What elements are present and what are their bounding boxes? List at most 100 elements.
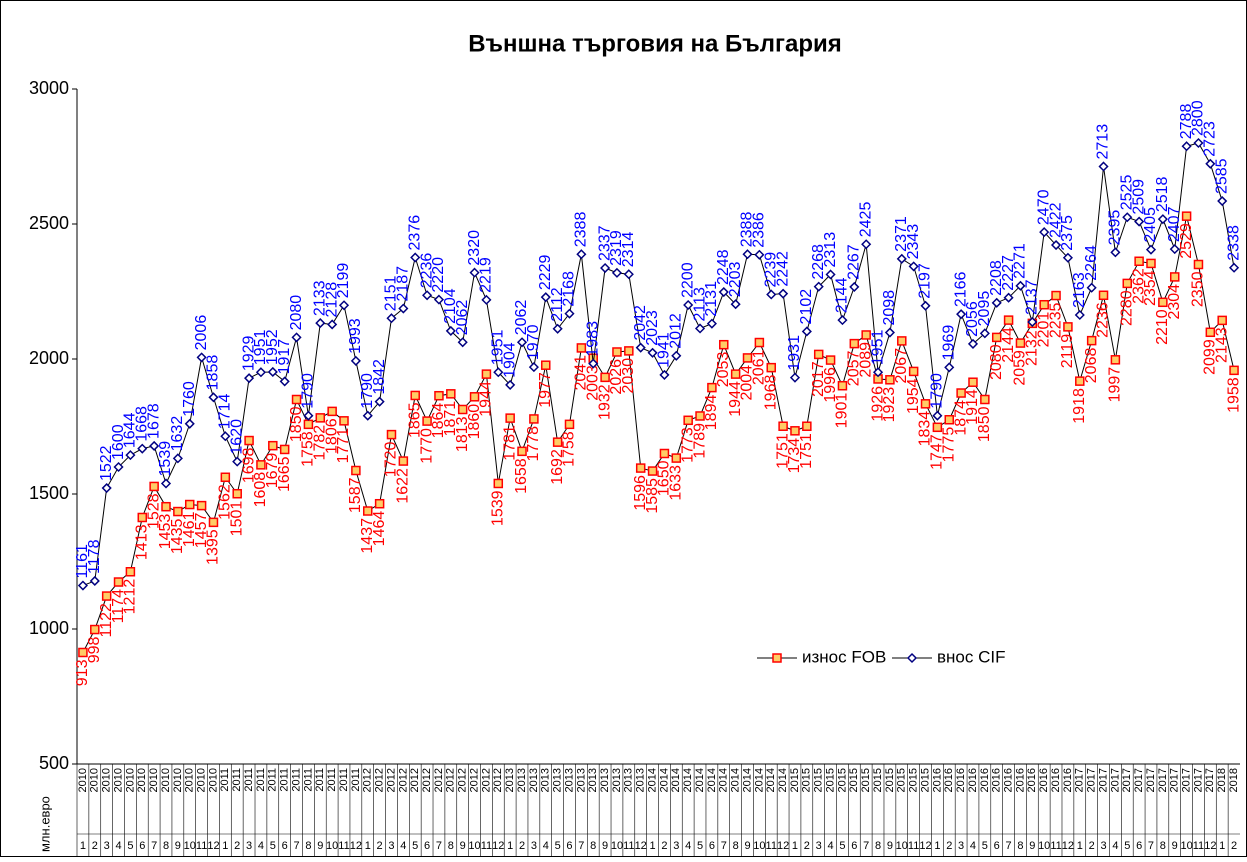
data-label: 1178 bbox=[86, 539, 103, 574]
data-label: 1437 bbox=[359, 518, 376, 554]
x-year-label: 2013 bbox=[599, 768, 611, 792]
x-year-label: 2016 bbox=[931, 768, 943, 792]
x-year-label: 2012 bbox=[480, 768, 492, 792]
point bbox=[184, 418, 195, 429]
point bbox=[208, 392, 219, 403]
x-tick-label: 7 bbox=[721, 840, 727, 852]
point bbox=[1086, 335, 1097, 346]
legend-marker bbox=[772, 653, 782, 663]
x-tick-label: 3 bbox=[958, 840, 964, 852]
data-label: 1608 bbox=[252, 472, 269, 508]
point bbox=[386, 429, 397, 440]
x-year-label: 2012 bbox=[397, 768, 409, 792]
data-label: 2080 bbox=[988, 344, 1005, 380]
x-year-label: 2011 bbox=[255, 768, 267, 792]
point bbox=[861, 239, 872, 250]
point bbox=[315, 318, 326, 329]
x-year-label: 2015 bbox=[824, 768, 836, 792]
point bbox=[635, 463, 646, 473]
data-label: 1864 bbox=[430, 403, 447, 439]
point bbox=[1217, 315, 1227, 326]
x-tick-label: 3 bbox=[816, 840, 822, 852]
data-label: 1770 bbox=[418, 428, 435, 464]
x-tick-label: 6 bbox=[994, 840, 1000, 852]
x-year-label: 2013 bbox=[540, 768, 552, 792]
data-label: 2059 bbox=[1012, 350, 1029, 386]
point bbox=[1134, 256, 1144, 267]
point bbox=[386, 313, 397, 324]
data-label: 1622 bbox=[395, 468, 412, 504]
x-year-label: 2016 bbox=[1050, 768, 1062, 792]
point bbox=[1086, 282, 1097, 293]
data-label: 2137 bbox=[1024, 279, 1041, 315]
point bbox=[457, 337, 468, 348]
data-label: 2337 bbox=[596, 225, 613, 261]
x-year-label: 2012 bbox=[445, 768, 457, 792]
point bbox=[956, 388, 966, 398]
x-year-label: 2015 bbox=[836, 768, 848, 792]
y-tick-label: 2000 bbox=[29, 348, 69, 368]
x-year-label: 2013 bbox=[575, 768, 587, 792]
x-tick-label: 8 bbox=[163, 840, 169, 852]
point bbox=[1229, 365, 1239, 376]
point bbox=[160, 478, 172, 489]
x-year-label: 2016 bbox=[1038, 768, 1050, 792]
data-label: 2026 bbox=[608, 359, 625, 395]
data-label: 2227 bbox=[1000, 255, 1017, 291]
x-tick-label: 7 bbox=[1006, 840, 1012, 852]
data-label: 1993 bbox=[347, 318, 364, 354]
data-label: 2470 bbox=[1035, 189, 1052, 225]
data-label: 1771 bbox=[335, 428, 352, 464]
point bbox=[101, 591, 112, 601]
data-label: 2099 bbox=[1202, 339, 1219, 375]
x-year-label: 2017 bbox=[1192, 768, 1204, 792]
x-year-label: 2015 bbox=[789, 768, 801, 792]
point bbox=[968, 377, 978, 387]
x-year-label: 2017 bbox=[1109, 768, 1121, 792]
x-year-label: 2016 bbox=[1014, 768, 1026, 792]
point bbox=[564, 308, 575, 319]
data-label: 1413 bbox=[133, 524, 150, 560]
data-label: 2199 bbox=[335, 263, 352, 299]
x-tick-label: 7 bbox=[293, 840, 299, 852]
x-year-label: 2011 bbox=[314, 768, 326, 792]
point bbox=[897, 336, 907, 346]
data-label: 1778 bbox=[525, 426, 542, 462]
data-label: 2319 bbox=[608, 230, 625, 266]
x-year-label: 2012 bbox=[374, 768, 386, 792]
point bbox=[991, 332, 1002, 343]
data-label: 2041 bbox=[573, 355, 590, 391]
x-tick-label: 10 bbox=[326, 840, 338, 852]
point bbox=[647, 347, 658, 358]
x-year-label: 2014 bbox=[694, 768, 706, 792]
data-label: 1747 bbox=[929, 434, 946, 470]
data-label: 2354 bbox=[1142, 270, 1159, 306]
data-label: 2095 bbox=[976, 291, 993, 327]
x-tick-label: 10 bbox=[184, 840, 196, 852]
point bbox=[600, 262, 611, 274]
data-label: 1122 bbox=[98, 603, 115, 638]
x-year-label: 2011 bbox=[219, 768, 231, 792]
x-year-label: 2015 bbox=[848, 768, 860, 792]
point bbox=[1122, 212, 1133, 223]
x-tick-label: 2 bbox=[804, 840, 810, 852]
data-label: 1174 bbox=[110, 589, 127, 624]
data-label: 2362 bbox=[1130, 268, 1147, 304]
point bbox=[279, 376, 290, 387]
x-tick-label: 7 bbox=[436, 840, 442, 852]
x-year-label: 2014 bbox=[718, 768, 730, 792]
x-tick-label: 6 bbox=[709, 840, 715, 852]
data-label: 1600 bbox=[110, 424, 127, 460]
data-label: 2166 bbox=[952, 271, 969, 307]
x-tick-label: 11 bbox=[908, 840, 919, 852]
point bbox=[1134, 216, 1145, 227]
point bbox=[825, 355, 836, 365]
x-year-label: 2013 bbox=[516, 768, 528, 792]
point bbox=[505, 379, 516, 390]
point bbox=[1229, 262, 1240, 273]
point bbox=[303, 410, 314, 421]
point bbox=[113, 461, 124, 473]
point bbox=[338, 300, 350, 311]
point bbox=[505, 413, 515, 423]
x-year-label: 2016 bbox=[991, 768, 1003, 792]
